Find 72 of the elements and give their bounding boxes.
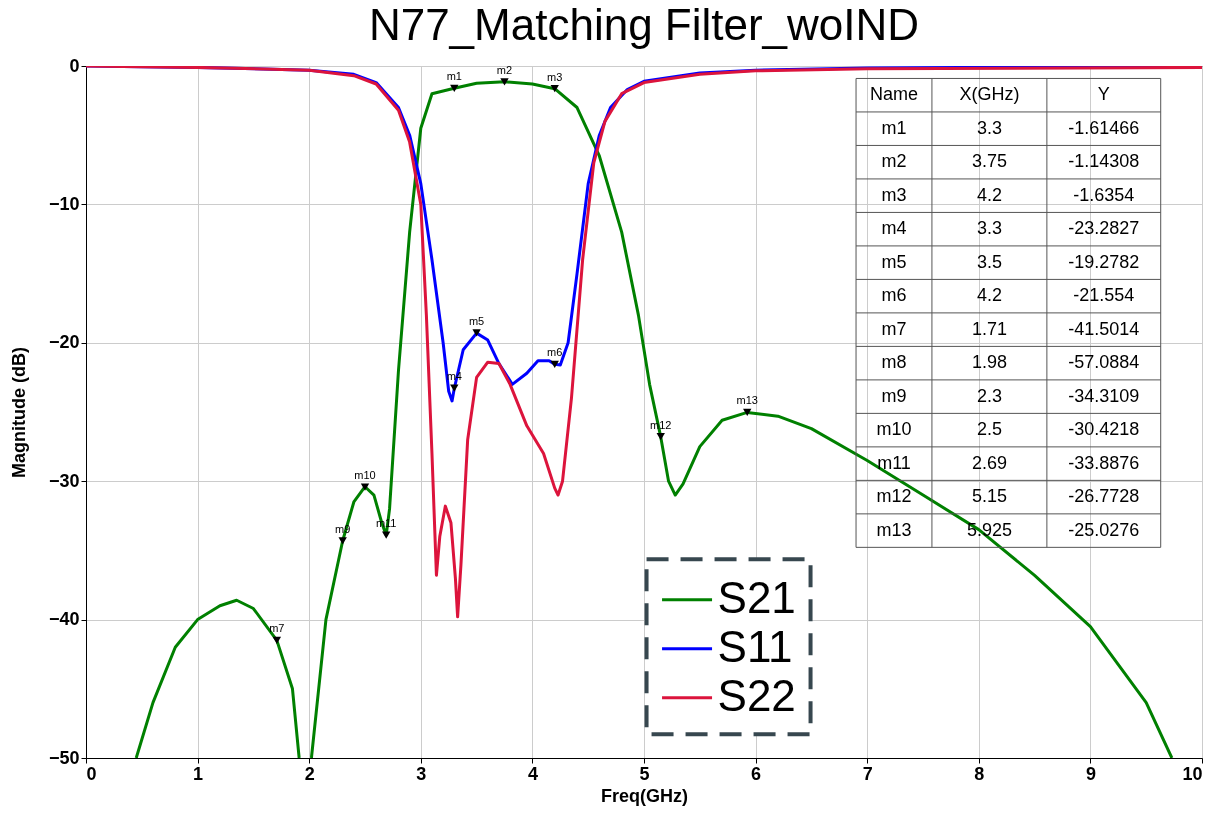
annotation: m2 xyxy=(881,151,907,172)
x-tick-label: 7 xyxy=(862,763,873,784)
annotation: m13 xyxy=(876,519,912,540)
annotation: -30.4218 xyxy=(1068,419,1140,440)
annotation: m6 xyxy=(547,346,563,359)
annotation: -57.0884 xyxy=(1068,352,1140,373)
annotation: -26.7728 xyxy=(1068,486,1140,507)
x-tick-label: 1 xyxy=(193,763,204,784)
annotation: m9 xyxy=(881,385,907,406)
annotation: 2.5 xyxy=(976,419,1002,440)
annotation: m5 xyxy=(468,314,485,327)
annotation: -1.6354 xyxy=(1073,184,1135,205)
annotation: 4.2 xyxy=(976,184,1002,205)
y-tick-label: −20 xyxy=(48,332,80,353)
legend-label: S21 xyxy=(717,572,796,622)
x-axis-title: Freq(GHz) xyxy=(601,785,688,806)
annotation: m12 xyxy=(876,486,912,507)
annotation: -33.8876 xyxy=(1068,452,1140,473)
annotation: m6 xyxy=(881,285,907,306)
annotation: -1.14308 xyxy=(1068,151,1140,172)
annotation: -23.2827 xyxy=(1068,218,1140,239)
annotation: 1.98 xyxy=(971,352,1007,373)
chart-title: N77_Matching Filter_woIND xyxy=(368,0,920,49)
annotation: -34.3109 xyxy=(1068,385,1140,406)
y-tick-label: −50 xyxy=(48,747,80,768)
x-tick-label: 0 xyxy=(86,763,97,784)
x-tick-label: 5 xyxy=(639,763,650,784)
annotation: m1 xyxy=(446,70,462,83)
annotation: -19.2782 xyxy=(1068,251,1140,272)
y-tick-label: −40 xyxy=(48,609,80,630)
x-tick-label: 8 xyxy=(974,763,985,784)
y-tick-label: −10 xyxy=(48,193,80,214)
annotation: m8 xyxy=(881,352,907,373)
x-tick-label: 2 xyxy=(304,763,315,784)
x-tick-label: 10 xyxy=(1182,763,1203,784)
annotation: 4.2 xyxy=(976,285,1002,306)
annotation: m4 xyxy=(881,218,907,239)
y-axis-title: Magnitude (dB) xyxy=(8,347,29,478)
annotation: X(GHz) xyxy=(959,84,1020,105)
annotation: 3.75 xyxy=(971,151,1007,172)
x-tick-label: 3 xyxy=(416,763,427,784)
annotation: 3.5 xyxy=(976,251,1002,272)
annotation: m10 xyxy=(354,469,376,482)
annotation: m1 xyxy=(881,117,907,138)
annotation: 2.69 xyxy=(971,452,1007,473)
annotation: m13 xyxy=(736,394,758,407)
x-tick-label: 6 xyxy=(751,763,762,784)
annotation: -25.0276 xyxy=(1068,519,1140,540)
annotation: m7 xyxy=(269,622,285,635)
annotation: -1.61466 xyxy=(1068,117,1140,138)
annotation: m7 xyxy=(881,318,907,339)
annotation: 2.3 xyxy=(976,385,1002,406)
y-tick-label: 0 xyxy=(69,55,80,76)
legend-label: S11 xyxy=(717,621,793,671)
annotation: Name xyxy=(869,84,918,105)
annotation: Y xyxy=(1097,84,1110,105)
x-tick-label: 4 xyxy=(527,763,538,784)
x-tick-label: 9 xyxy=(1085,763,1096,784)
annotation: 3.3 xyxy=(976,117,1002,138)
annotation: m11 xyxy=(877,452,911,473)
annotation: m3 xyxy=(881,184,907,205)
annotation: -21.554 xyxy=(1073,285,1135,306)
annotation: 1.71 xyxy=(971,318,1007,339)
y-tick-label: −30 xyxy=(48,470,80,491)
annotation: m5 xyxy=(881,251,907,272)
annotation: 3.3 xyxy=(976,218,1002,239)
annotation: m3 xyxy=(547,70,563,83)
annotation: -41.5014 xyxy=(1068,318,1140,339)
annotation: 5.15 xyxy=(971,486,1007,507)
legend-label: S22 xyxy=(717,670,796,720)
annotation: m10 xyxy=(876,419,912,440)
annotation: m2 xyxy=(496,63,513,76)
